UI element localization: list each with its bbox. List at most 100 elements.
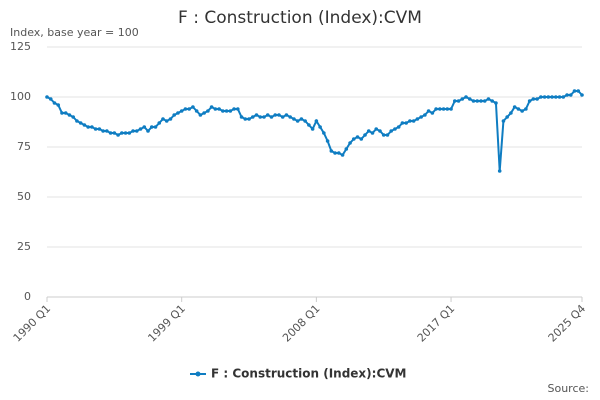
point xyxy=(299,117,304,121)
point xyxy=(52,101,57,105)
point xyxy=(78,121,83,125)
point xyxy=(142,125,147,129)
point xyxy=(535,97,539,101)
point xyxy=(194,109,199,113)
point xyxy=(97,127,102,131)
point xyxy=(396,125,401,129)
point xyxy=(542,95,547,99)
point xyxy=(554,95,558,99)
point xyxy=(430,111,435,115)
point xyxy=(213,107,218,111)
point xyxy=(292,117,296,121)
point xyxy=(258,115,263,119)
point xyxy=(441,107,446,111)
point xyxy=(378,129,382,133)
point xyxy=(67,113,72,117)
y-tick-label: 100 xyxy=(10,90,31,103)
point xyxy=(82,123,87,127)
point xyxy=(520,109,524,113)
point xyxy=(408,119,412,123)
point xyxy=(247,117,251,121)
point xyxy=(322,131,326,135)
point xyxy=(217,107,221,111)
point xyxy=(239,115,244,119)
y-axis-label: Index, base year = 100 xyxy=(10,26,139,39)
y-tick-label: 125 xyxy=(10,40,31,53)
y-tick-label: 75 xyxy=(17,140,31,153)
x-tick-label: 2017 Q1 xyxy=(415,302,458,345)
point xyxy=(524,107,528,111)
point xyxy=(221,109,225,113)
point xyxy=(164,119,169,123)
point xyxy=(434,107,438,111)
point xyxy=(449,107,453,111)
point xyxy=(149,125,154,129)
point xyxy=(333,151,337,155)
point xyxy=(295,119,300,123)
point xyxy=(426,109,431,113)
point xyxy=(438,107,442,111)
point xyxy=(176,111,180,115)
point xyxy=(482,99,487,103)
chart-title: F : Construction (Index):CVM xyxy=(178,8,422,28)
point xyxy=(490,99,495,103)
point xyxy=(471,99,476,103)
point xyxy=(467,97,472,101)
point xyxy=(568,93,573,97)
point xyxy=(90,125,94,129)
point xyxy=(120,131,124,135)
point xyxy=(86,125,90,129)
point xyxy=(475,99,480,103)
point xyxy=(546,95,551,99)
point xyxy=(359,137,364,141)
point xyxy=(202,111,206,115)
point xyxy=(415,117,420,121)
point xyxy=(134,129,139,133)
point xyxy=(153,125,158,129)
point xyxy=(393,127,397,131)
point xyxy=(265,113,270,117)
point xyxy=(355,135,360,139)
point xyxy=(277,113,281,117)
point xyxy=(93,127,98,131)
point xyxy=(374,127,379,131)
point xyxy=(389,129,393,133)
point xyxy=(561,95,566,99)
point xyxy=(280,115,285,119)
point xyxy=(236,107,240,111)
point xyxy=(550,95,554,99)
point xyxy=(348,141,352,145)
source: Source: xyxy=(548,382,590,395)
point xyxy=(423,113,427,117)
point xyxy=(329,149,334,153)
point xyxy=(505,115,509,119)
point xyxy=(516,107,521,111)
point xyxy=(565,93,569,97)
point xyxy=(71,115,75,119)
point xyxy=(411,119,416,123)
point xyxy=(48,97,53,101)
point xyxy=(340,153,345,157)
point xyxy=(243,117,248,121)
point xyxy=(381,133,386,137)
point xyxy=(303,119,307,123)
legend-marker xyxy=(195,371,201,377)
point xyxy=(310,127,315,131)
point xyxy=(228,109,233,113)
point xyxy=(370,131,375,135)
point xyxy=(108,131,113,135)
point xyxy=(464,95,468,99)
point xyxy=(527,99,532,103)
point xyxy=(366,129,371,133)
x-tick-label: 2008 Q1 xyxy=(280,302,323,345)
point xyxy=(273,113,278,117)
point xyxy=(209,105,214,109)
point xyxy=(179,109,184,113)
point xyxy=(105,129,109,133)
point xyxy=(572,89,577,93)
point xyxy=(314,119,319,123)
y-tick-label: 50 xyxy=(17,190,31,203)
point xyxy=(288,115,292,119)
point xyxy=(123,131,128,135)
